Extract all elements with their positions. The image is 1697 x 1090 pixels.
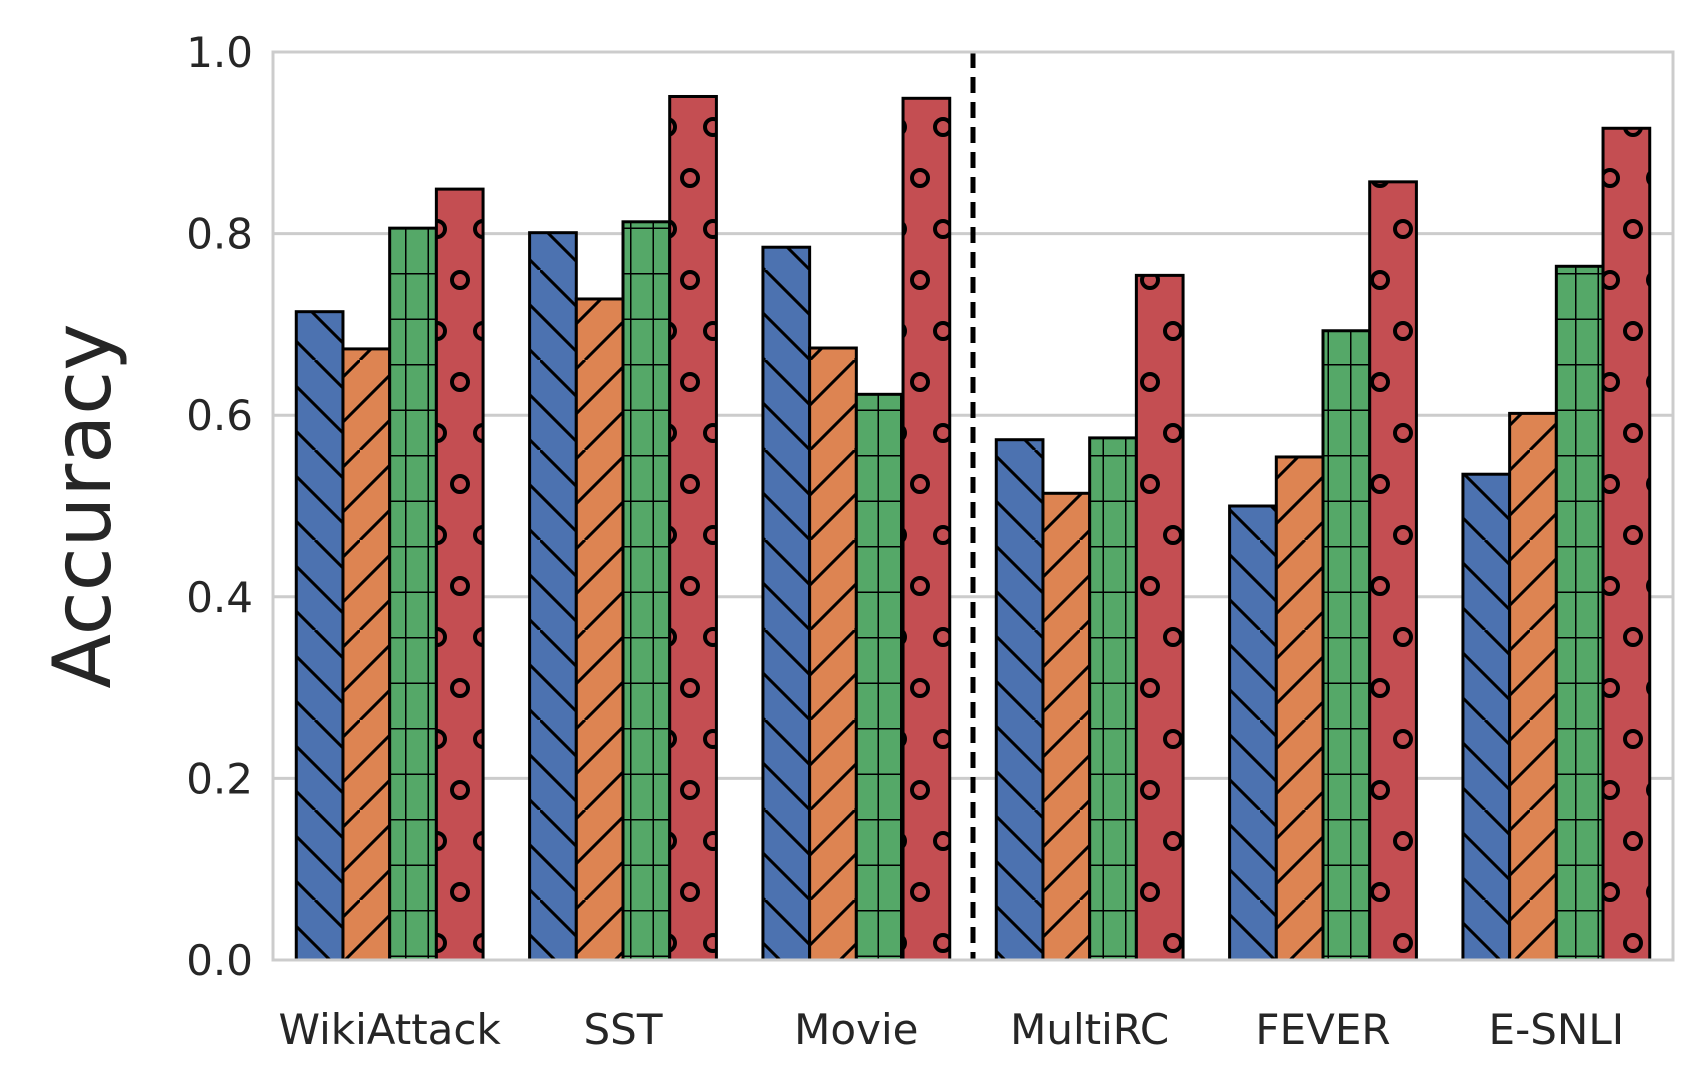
- bar-movie-series-2: [808, 346, 858, 962]
- bar-e-snli-series-1: [1461, 472, 1512, 962]
- bar-sst-series-3: [621, 220, 672, 962]
- bar-fever-series-2: [1274, 455, 1325, 962]
- bar-fever-series-1: [1228, 504, 1278, 962]
- bar-sst-series-2: [574, 297, 625, 962]
- bar-movie-series-4: [901, 96, 952, 962]
- x-tick-label: SST: [584, 1005, 663, 1054]
- x-tick-label: MultiRC: [1010, 1005, 1169, 1054]
- bar-fever-series-4: [1368, 180, 1418, 962]
- y-tick-label: 0.0: [186, 936, 253, 985]
- bar-e-snli-series-2: [1508, 411, 1558, 962]
- y-tick-label: 0.6: [186, 391, 253, 440]
- bar-e-snli-series-3: [1554, 264, 1605, 962]
- bar-multirc-series-1: [994, 438, 1045, 962]
- bar-wikiattack-series-3: [388, 226, 438, 962]
- x-axis-ticks: WikiAttack SST Movie MultiRC FEVER E-SNLI: [278, 1005, 1624, 1054]
- plot-frame: [271, 50, 1675, 962]
- x-tick-label: WikiAttack: [278, 1005, 501, 1054]
- x-tick-label: FEVER: [1255, 1005, 1390, 1054]
- bar-sst-series-1: [528, 231, 578, 962]
- bar-multirc-series-3: [1088, 436, 1138, 962]
- bar-wikiattack-series-1: [294, 310, 345, 962]
- y-tick-label: 1.0: [186, 28, 253, 77]
- bar-wikiattack-series-2: [341, 347, 392, 962]
- y-axis-ticks: 0.0 0.2 0.4 0.6 0.8 1.0: [186, 28, 253, 985]
- x-tick-label: E-SNLI: [1489, 1005, 1625, 1054]
- y-tick-label: 0.2: [186, 754, 253, 803]
- bar-multirc-series-2: [1041, 491, 1092, 962]
- bar-sst-series-4: [668, 94, 718, 962]
- y-tick-label: 0.4: [186, 573, 253, 622]
- bars: [294, 94, 1652, 962]
- bar-movie-series-3: [854, 392, 905, 962]
- bar-movie-series-1: [761, 245, 812, 962]
- bar-multirc-series-4: [1134, 273, 1185, 962]
- bar-e-snli-series-4: [1601, 126, 1652, 962]
- y-axis-label: Accuracy: [36, 323, 129, 688]
- bar-fever-series-3: [1321, 329, 1372, 962]
- x-tick-label: Movie: [794, 1005, 918, 1054]
- y-tick-label: 0.8: [186, 210, 253, 259]
- bar-wikiattack-series-4: [434, 187, 485, 962]
